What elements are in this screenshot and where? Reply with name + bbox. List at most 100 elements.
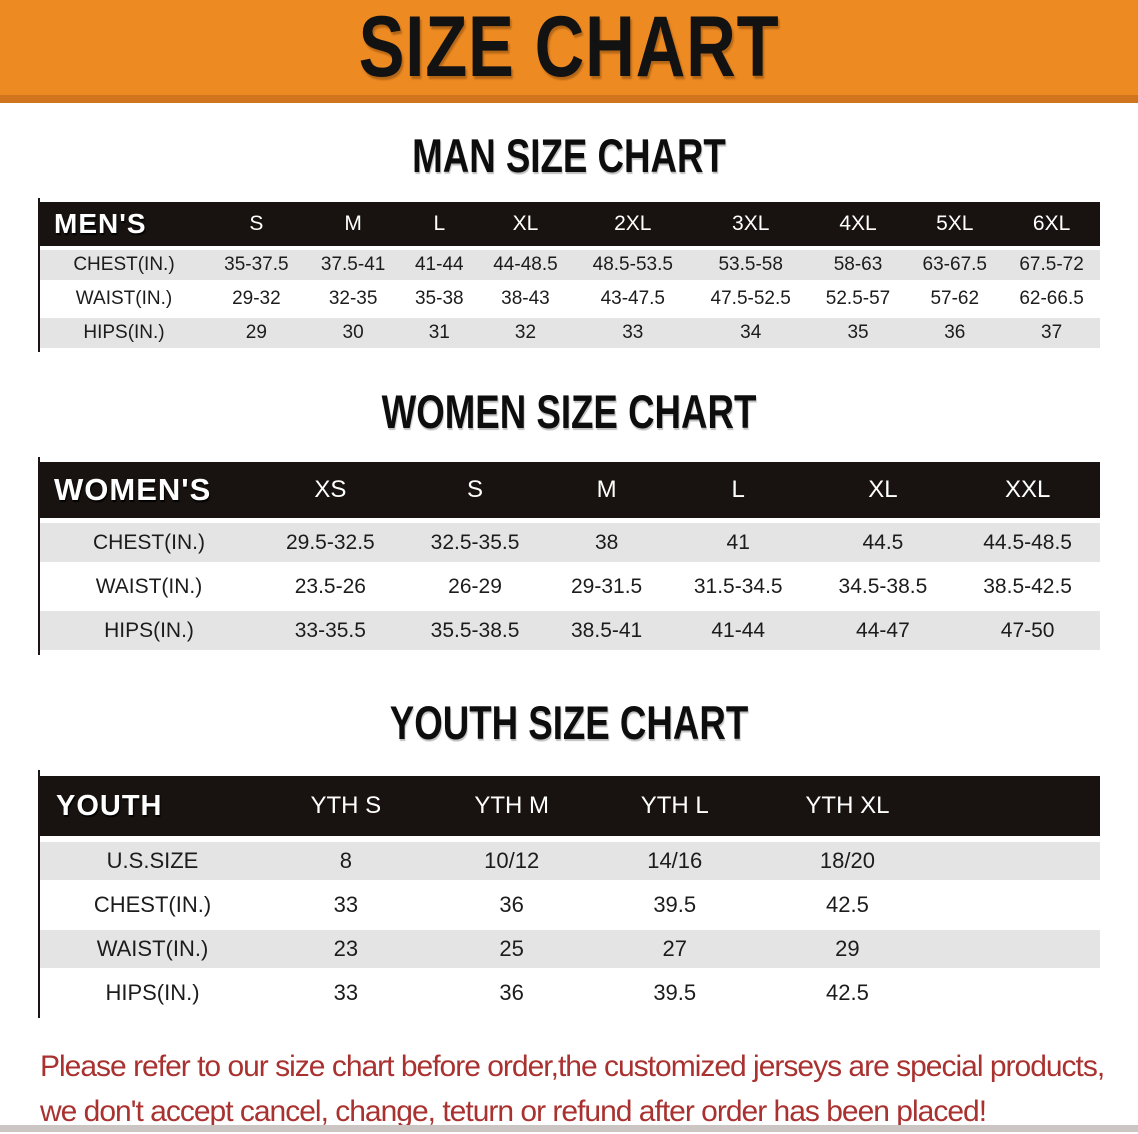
size-column-header: 6XL — [1003, 202, 1100, 246]
women-header-row: WOMEN'S XS S M L XL XXL — [40, 462, 1100, 518]
size-value-cell: 29 — [208, 318, 305, 348]
size-value-cell: 23 — [265, 930, 427, 968]
size-value-cell: 35-37.5 — [208, 250, 305, 280]
size-value-cell: 42.5 — [752, 886, 942, 924]
size-column-header: YTH XL — [752, 776, 942, 836]
size-value-cell: 44-47 — [810, 611, 956, 650]
size-value-cell: 35.5-38.5 — [402, 611, 548, 650]
size-value-cell: 48.5-53.5 — [573, 250, 692, 280]
size-value-cell: 58-63 — [809, 250, 907, 280]
size-value-cell: 31.5-34.5 — [665, 567, 811, 606]
size-value-cell: 52.5-57 — [809, 284, 907, 314]
youth-table-wrap: YOUTH YTH S YTH M YTH L YTH XL U.S.SIZE 8 10/… — [38, 770, 1100, 1018]
size-value-cell: 27 — [596, 930, 753, 968]
row-label: HIPS(IN.) — [40, 611, 258, 650]
size-value-cell: 36 — [426, 974, 597, 1012]
measurement-row: HIPS(IN.) 33-35.5 35.5-38.5 38.5-41 41-44 44-… — [40, 611, 1100, 650]
row-label: WAIST(IN.) — [40, 284, 208, 314]
size-value-cell: 29 — [752, 930, 942, 968]
size-column-header: M — [304, 202, 402, 246]
size-value-cell: 36 — [906, 318, 1004, 348]
header-spacer — [942, 776, 1100, 836]
disclaimer-line-1: Please refer to our size chart before or… — [40, 1050, 1105, 1083]
size-value-cell: 41 — [665, 523, 811, 562]
row-spacer — [942, 930, 1100, 968]
size-value-cell: 37.5-41 — [304, 250, 402, 280]
disclaimer-line-2: we don't accept cancel, change, teturn o… — [40, 1095, 987, 1128]
size-column-header: YTH M — [426, 776, 597, 836]
size-value-cell: 38 — [547, 523, 666, 562]
size-column-header: L — [401, 202, 478, 246]
size-value-cell: 62-66.5 — [1003, 284, 1100, 314]
size-column-header: 5XL — [906, 202, 1004, 246]
size-value-cell: 39.5 — [596, 886, 753, 924]
size-column-header: XL — [477, 202, 574, 246]
size-value-cell: 63-67.5 — [906, 250, 1004, 280]
size-value-cell: 25 — [426, 930, 597, 968]
size-column-header: YTH S — [265, 776, 427, 836]
row-label: CHEST(IN.) — [40, 250, 208, 280]
size-value-cell: 34 — [691, 318, 810, 348]
youth-section-heading: YOUTH SIZE CHART — [389, 696, 749, 749]
row-label: U.S.SIZE — [40, 842, 265, 880]
size-value-cell: 33-35.5 — [258, 611, 403, 650]
row-spacer — [942, 842, 1100, 880]
size-value-cell: 67.5-72 — [1003, 250, 1100, 280]
size-value-cell: 18/20 — [752, 842, 942, 880]
size-column-header: 4XL — [809, 202, 907, 246]
women-table-title: WOMEN'S — [40, 462, 258, 518]
men-header-row: MEN'S S M L XL 2XL 3XL 4XL 5XL 6XL — [40, 202, 1100, 246]
youth-size-table: YOUTH YTH S YTH M YTH L YTH XL U.S.SIZE 8 10/… — [38, 770, 1100, 1018]
size-column-header: XXL — [955, 462, 1100, 518]
row-label: WAIST(IN.) — [40, 930, 265, 968]
size-value-cell: 33 — [573, 318, 692, 348]
size-column-header: M — [547, 462, 666, 518]
measurement-row: U.S.SIZE 8 10/12 14/16 18/20 — [40, 842, 1100, 880]
size-column-header: S — [402, 462, 548, 518]
measurement-row: HIPS(IN.) 29 30 31 32 33 34 35 36 37 — [40, 318, 1100, 348]
size-value-cell: 47.5-52.5 — [691, 284, 810, 314]
order-disclaimer: Please refer to our size chart before or… — [40, 1044, 1138, 1134]
size-value-cell: 37 — [1003, 318, 1100, 348]
size-value-cell: 35-38 — [401, 284, 478, 314]
women-section-heading: WOMEN SIZE CHART — [381, 385, 757, 438]
size-value-cell: 57-62 — [906, 284, 1004, 314]
men-table-title: MEN'S — [40, 202, 208, 246]
measurement-row: HIPS(IN.) 33 36 39.5 42.5 — [40, 974, 1100, 1012]
men-table-wrap: MEN'S S M L XL 2XL 3XL 4XL 5XL 6XL CHEST(IN.) 35-… — [38, 198, 1100, 352]
size-value-cell: 42.5 — [752, 974, 942, 1012]
size-value-cell: 29.5-32.5 — [258, 523, 403, 562]
measurement-row: CHEST(IN.) 35-37.5 37.5-41 41-44 44-48.5 48.5… — [40, 250, 1100, 280]
measurement-row: WAIST(IN.) 23 25 27 29 — [40, 930, 1100, 968]
measurement-row: CHEST(IN.) 33 36 39.5 42.5 — [40, 886, 1100, 924]
men-section-heading: MAN SIZE CHART — [412, 129, 726, 182]
size-column-header: S — [208, 202, 305, 246]
row-label: CHEST(IN.) — [40, 523, 258, 562]
size-value-cell: 44-48.5 — [477, 250, 574, 280]
size-column-header: XS — [258, 462, 403, 518]
size-value-cell: 33 — [265, 974, 427, 1012]
size-column-header: YTH L — [596, 776, 753, 836]
size-value-cell: 43-47.5 — [573, 284, 692, 314]
size-value-cell: 29-31.5 — [547, 567, 666, 606]
measurement-row: WAIST(IN.) 29-32 32-35 35-38 38-43 43-47.5 47.… — [40, 284, 1100, 314]
size-value-cell: 38.5-41 — [547, 611, 666, 650]
bottom-edge-strip — [0, 1125, 1138, 1132]
size-value-cell: 35 — [809, 318, 907, 348]
row-label: WAIST(IN.) — [40, 567, 258, 606]
size-column-header: L — [665, 462, 811, 518]
size-value-cell: 8 — [265, 842, 427, 880]
women-size-table: WOMEN'S XS S M L XL XXL CHEST(IN.) 29.5-32.5 32… — [38, 457, 1100, 655]
size-value-cell: 41-44 — [665, 611, 811, 650]
row-spacer — [942, 974, 1100, 1012]
banner-title: SIZE CHART — [358, 0, 780, 95]
size-value-cell: 44.5-48.5 — [955, 523, 1100, 562]
size-value-cell: 41-44 — [401, 250, 478, 280]
size-value-cell: 32-35 — [304, 284, 402, 314]
size-value-cell: 32.5-35.5 — [402, 523, 548, 562]
size-column-header: 2XL — [573, 202, 692, 246]
size-value-cell: 32 — [477, 318, 574, 348]
size-column-header: XL — [810, 462, 956, 518]
size-value-cell: 47-50 — [955, 611, 1100, 650]
size-value-cell: 44.5 — [810, 523, 956, 562]
